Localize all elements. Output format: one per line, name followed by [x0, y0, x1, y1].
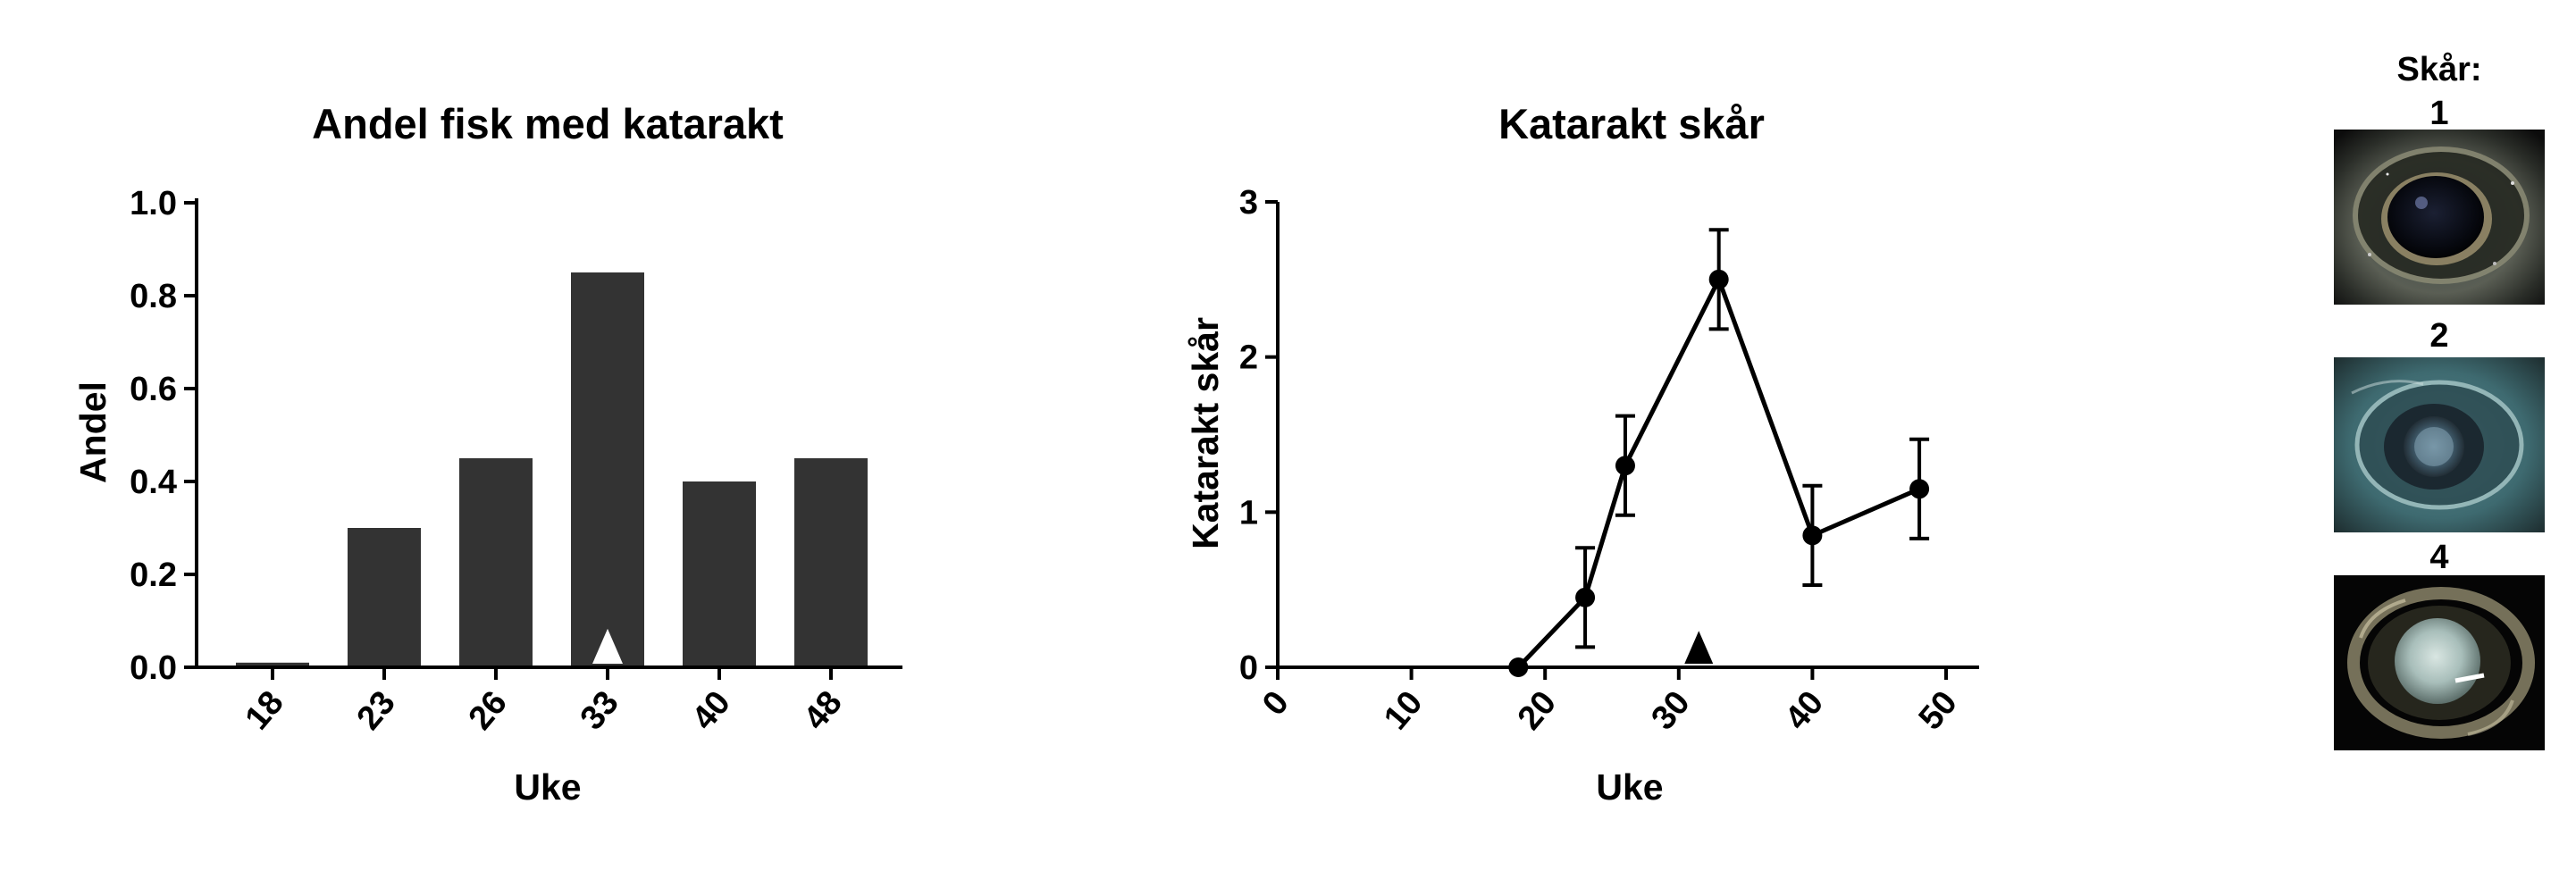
bar-y-ticks: 0.0 0.2 0.4 0.6 0.8 1.0 — [130, 185, 197, 687]
y-tick-label: 1.0 — [130, 185, 177, 222]
data-point — [1708, 269, 1729, 289]
y-tick-label: 0 — [1239, 649, 1258, 687]
data-point — [1909, 479, 1930, 499]
x-tick-label: 10 — [1377, 684, 1430, 737]
y-tick-label: 0.6 — [130, 371, 177, 408]
bar-x-axis-label: Uke — [514, 766, 581, 808]
y-tick-label: 0.8 — [130, 278, 177, 315]
score-panel: Skår: 1 2 4 — [2396, 51, 2481, 576]
bar-y-axis-label: Andel — [72, 381, 113, 483]
x-tick-label: 48 — [797, 684, 850, 737]
series-line — [1516, 273, 1921, 669]
score-panel-heading: Skår: — [2396, 51, 2481, 88]
y-tick-label: 0.2 — [130, 557, 177, 594]
bar-series — [236, 272, 868, 667]
x-tick-label: 50 — [1912, 684, 1965, 737]
x-tick-label: 40 — [685, 684, 738, 737]
score-label-1: 1 — [2429, 95, 2448, 132]
line-y-axis-label: Katarakt skår — [1185, 317, 1226, 549]
bar — [236, 662, 309, 667]
bar — [459, 458, 533, 667]
eye-photo-score-1 — [2334, 130, 2545, 305]
x-tick-label: 26 — [462, 684, 515, 737]
data-point — [1575, 587, 1596, 607]
y-tick-label: 3 — [1239, 184, 1258, 222]
x-tick-label: 33 — [574, 684, 626, 737]
y-tick-label: 1 — [1239, 494, 1258, 532]
bar-chart-title: Andel fisk med katarakt — [312, 100, 784, 147]
data-point — [1615, 456, 1635, 476]
bar-x-ticks: 18 23 26 33 40 48 — [239, 667, 850, 737]
bar — [683, 481, 756, 667]
line-x-ticks: 0 10 20 30 40 50 — [1255, 667, 1965, 737]
line-series — [1278, 228, 1930, 677]
y-tick-label: 2 — [1239, 339, 1258, 377]
x-tick-label: 18 — [239, 684, 291, 737]
bar — [794, 458, 868, 667]
score-label-2: 2 — [2429, 317, 2448, 355]
marker-triangle — [592, 628, 623, 664]
x-tick-label: 40 — [1778, 684, 1831, 737]
marker-triangle — [1684, 631, 1714, 664]
score-label-4: 4 — [2429, 539, 2448, 576]
x-tick-label: 30 — [1644, 684, 1697, 737]
line-chart-title: Katarakt skår — [1498, 100, 1765, 147]
y-tick-label: 0.4 — [130, 464, 177, 501]
line-x-axis-label: Uke — [1596, 766, 1663, 808]
data-point — [1802, 525, 1823, 546]
eye-photo-score-2 — [2334, 357, 2545, 532]
x-tick-label: 0 — [1255, 684, 1296, 723]
line-y-ticks: 0 1 2 3 — [1239, 184, 1278, 687]
eye-photo-score-4 — [2334, 575, 2545, 750]
bar-chart: Andel fisk med katarakt 0.0 0.2 0.4 0.6 0.8 1… — [72, 100, 902, 808]
line-chart: Katarakt skår 0 1 2 3 0 10 20 30 40 50 Katarakt … — [1185, 100, 1979, 808]
bar — [571, 272, 644, 667]
y-tick-label: 0.0 — [130, 649, 177, 687]
x-tick-label: 20 — [1511, 684, 1564, 737]
bar — [348, 528, 421, 667]
x-tick-label: 23 — [350, 684, 403, 737]
